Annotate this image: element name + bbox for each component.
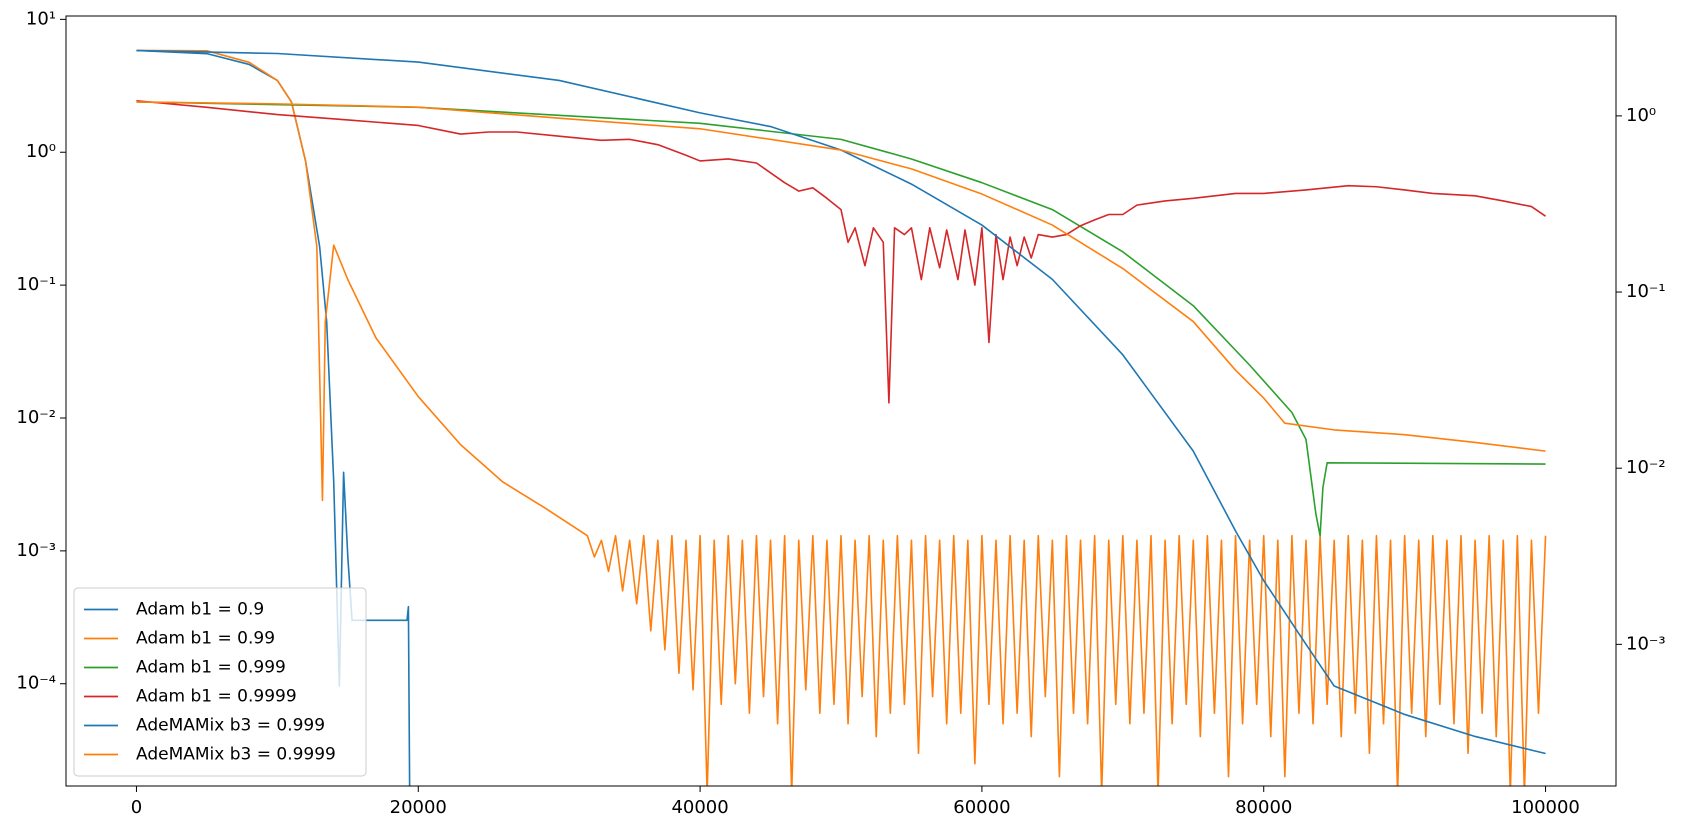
ticks: 0 20000 40000 60000 80000 100000 10⁻⁴ 10⁻³ 10⁻² 1…	[16, 8, 1665, 818]
y-tick-label: 10⁻¹	[16, 274, 56, 295]
y-tick-label: 10¹	[26, 8, 56, 29]
legend: Adam b1 = 0.9 Adam b1 = 0.99 Adam b1 = 0.9…	[73, 587, 367, 777]
x-tick-label: 0	[131, 797, 142, 818]
legend-label: AdeMAMix b3 = 0.9999	[136, 745, 336, 765]
plot-area	[136, 49, 1547, 786]
x-tick-label: 20000	[390, 797, 447, 818]
series-line	[136, 49, 411, 786]
legend-label: Adam b1 = 0.999	[136, 658, 286, 678]
legend-label: Adam b1 = 0.9999	[136, 687, 297, 707]
x-tick-label: 60000	[953, 797, 1010, 818]
y-tick-label: 10⁰	[26, 141, 56, 162]
axes-frame	[65, 15, 1617, 787]
y2-tick-label: 10⁰	[1626, 105, 1656, 126]
legend-label: AdeMAMix b3 = 0.999	[136, 716, 325, 736]
y2-tick-label: 10⁻²	[1626, 457, 1666, 478]
x-tick-label: 100000	[1511, 797, 1580, 818]
y-tick-label: 10⁻³	[16, 540, 56, 561]
x-tick-label: 80000	[1235, 797, 1292, 818]
legend-box	[73, 587, 367, 777]
legend-label: Adam b1 = 0.99	[136, 629, 275, 649]
series-line	[136, 49, 1546, 755]
series-line	[136, 49, 1547, 786]
series-line	[136, 99, 1547, 404]
y2-tick-label: 10⁻¹	[1626, 281, 1666, 302]
x-tick-label: 40000	[671, 797, 728, 818]
y2-tick-label: 10⁻³	[1626, 633, 1666, 654]
y-tick-label: 10⁻²	[16, 407, 56, 428]
series-line	[136, 101, 1546, 452]
y-tick-label: 10⁻⁴	[16, 673, 56, 694]
legend-label: Adam b1 = 0.9	[136, 600, 264, 620]
